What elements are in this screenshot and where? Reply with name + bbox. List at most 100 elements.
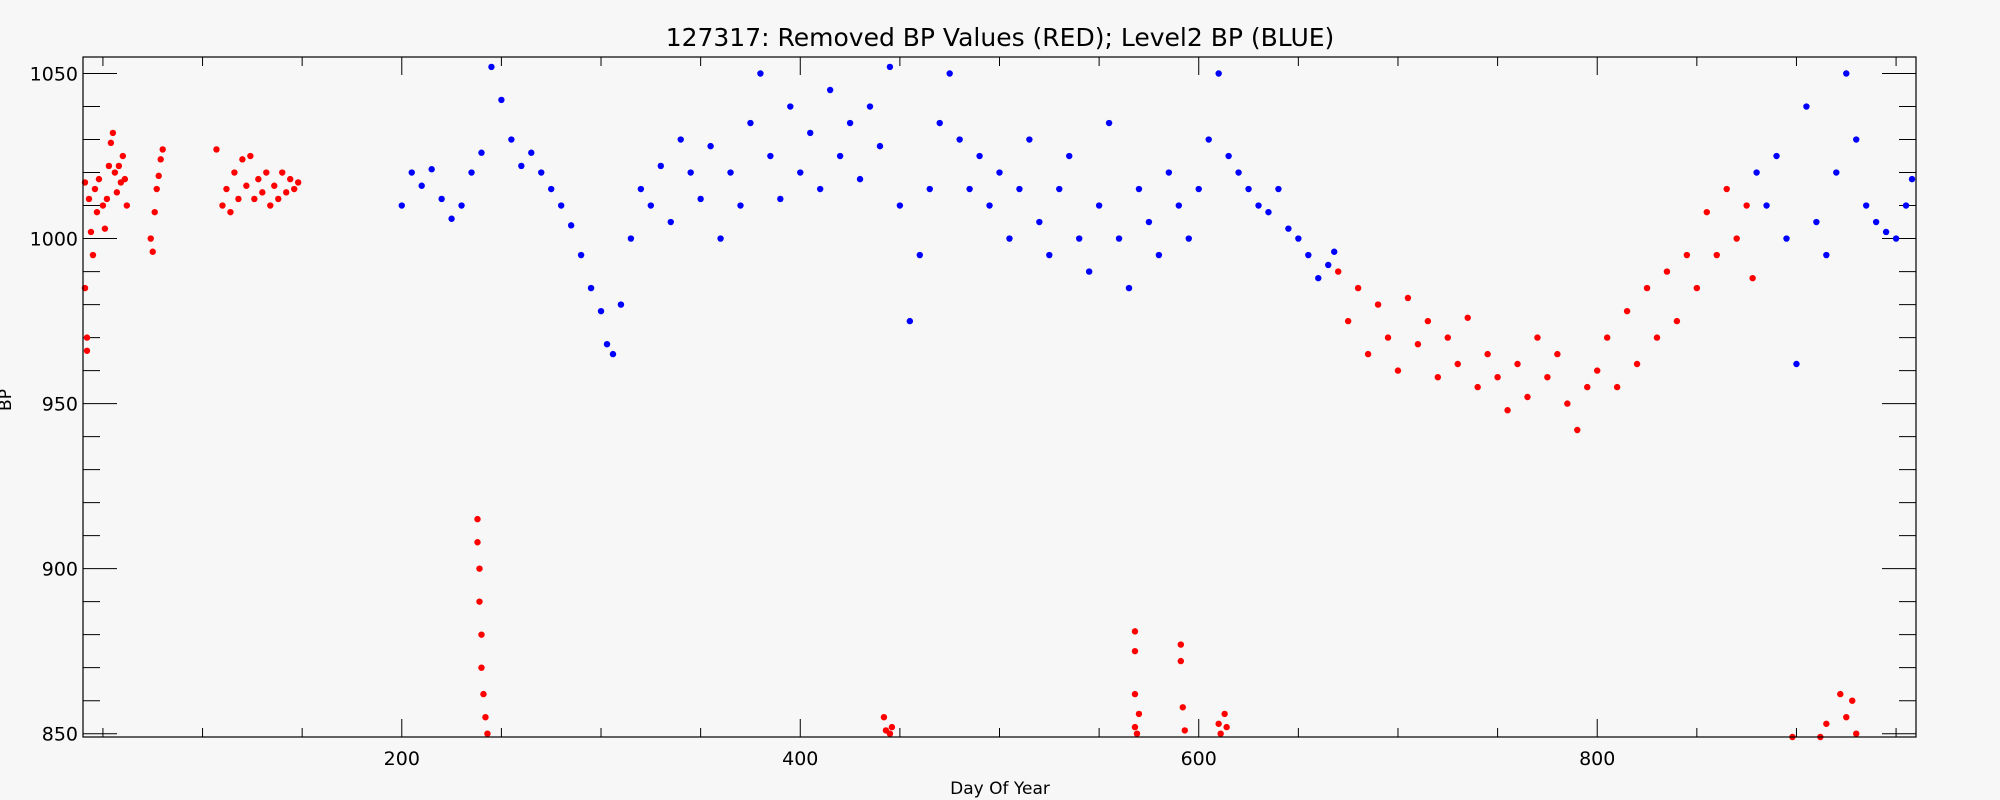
removed-bp-point <box>886 730 894 737</box>
level2-bp-point <box>1862 202 1870 209</box>
removed-bp-point <box>1434 373 1442 381</box>
level2-bp-point <box>1843 70 1850 77</box>
level2-bp-point <box>926 185 933 193</box>
y-tick-label: 850 <box>42 724 78 746</box>
removed-bp-point <box>1354 284 1362 292</box>
level2-bp-point <box>1036 218 1043 226</box>
level2-bp-point <box>1853 136 1860 143</box>
level2-bp-point <box>697 195 704 203</box>
level2-bp-point <box>1056 185 1063 193</box>
level2-bp-point <box>1155 251 1163 259</box>
level2-bp-point <box>1195 185 1202 193</box>
removed-bp-point <box>113 189 121 196</box>
removed-bp-point <box>1524 393 1531 401</box>
level2-bp-point <box>896 202 904 209</box>
removed-bp-point <box>123 202 131 209</box>
removed-bp-point <box>1544 373 1551 381</box>
removed-bp-point <box>1454 360 1461 368</box>
removed-bp-point <box>1133 730 1141 737</box>
level2-bp-point <box>647 202 655 209</box>
removed-bp-point <box>484 730 491 737</box>
x-tick-label: 800 <box>1579 748 1615 770</box>
level2-bp-point <box>398 202 405 209</box>
x-tick-label: 400 <box>782 748 818 770</box>
level2-bp-point <box>1215 70 1222 77</box>
level2-bp-point <box>1245 185 1252 193</box>
level2-bp-point <box>1006 235 1013 242</box>
removed-bp-point <box>1633 360 1641 368</box>
removed-bp-point <box>1743 202 1750 209</box>
level2-bp-point <box>508 136 515 143</box>
removed-bp-point <box>1404 294 1412 302</box>
removed-bp-point <box>880 713 888 721</box>
level2-bp-point <box>1773 152 1780 160</box>
removed-bp-point <box>1131 690 1139 698</box>
removed-bp-point <box>251 195 258 203</box>
level2-bp-point <box>1882 228 1890 236</box>
level2-bp-point <box>1265 208 1272 216</box>
level2-bp-point <box>1095 202 1103 209</box>
removed-bp-point <box>1474 383 1481 391</box>
y-tick-label: 900 <box>42 559 78 581</box>
level2-bp-point <box>767 152 774 160</box>
removed-bp-point <box>1414 340 1422 348</box>
removed-bp-point <box>1564 400 1571 407</box>
level2-bp-point <box>876 142 884 150</box>
level2-bp-point <box>1185 235 1192 242</box>
level2-bp-point <box>1295 235 1302 242</box>
removed-bp-point <box>1663 268 1671 275</box>
removed-bp-point <box>1849 697 1856 704</box>
plot-frame <box>82 56 1917 738</box>
level2-bp-point <box>1145 218 1153 226</box>
level2-bp-point <box>418 182 425 189</box>
level2-bp-point <box>787 103 794 110</box>
removed-bp-point <box>1603 334 1611 341</box>
level2-bp-point <box>657 162 664 170</box>
removed-bp-point <box>101 225 109 232</box>
removed-bp-point <box>478 664 485 671</box>
level2-bp-point <box>428 166 435 173</box>
level2-bp-point <box>637 185 645 193</box>
level2-bp-point <box>807 129 814 137</box>
removed-bp-point <box>476 598 483 605</box>
removed-bp-point <box>151 208 158 216</box>
level2-bp-point <box>717 235 724 242</box>
axis-ticks: 200 400 600 800 850 900 950 1000 1050 <box>30 57 1916 770</box>
level2-bp-point <box>1046 251 1053 259</box>
level2-bp-point <box>1305 251 1312 259</box>
removed-bp-point <box>1693 284 1701 292</box>
level2-bp-point <box>557 202 565 209</box>
y-tick-label: 1000 <box>30 229 78 251</box>
level2-bp-point <box>577 251 585 259</box>
level2-bp-point <box>986 202 993 209</box>
removed-bp-point <box>1823 720 1830 727</box>
level2-bp-point <box>747 119 754 127</box>
removed-bp-point <box>1374 301 1382 308</box>
level2-bp-point <box>1205 136 1212 143</box>
removed-bp-point <box>474 515 481 523</box>
removed-bp-point <box>1215 720 1222 727</box>
removed-bp-point <box>109 129 117 137</box>
removed-bp-point <box>93 208 101 216</box>
removed-bp-point <box>267 202 274 209</box>
level2-bp-point <box>916 251 924 259</box>
level2-bp-point <box>677 136 684 143</box>
removed-bp-point <box>1131 628 1139 635</box>
removed-bp-point <box>85 195 93 203</box>
level2-bp-point <box>1763 202 1770 209</box>
level2-bp-point <box>1783 235 1790 242</box>
level2-bp-point <box>836 152 844 160</box>
removed-bp-point <box>247 152 254 160</box>
data-points <box>81 63 1916 741</box>
removed-bp-point <box>1623 307 1631 315</box>
level2-bp-point <box>458 202 465 209</box>
level2-bp-point <box>528 149 535 156</box>
level2-bp-point <box>1165 169 1173 176</box>
level2-bp-point <box>1235 169 1242 176</box>
level2-bp-point <box>538 169 545 176</box>
removed-bp-point <box>1131 723 1139 731</box>
y-axis-label: BP <box>0 389 16 411</box>
y-tick-label: 1050 <box>30 64 78 86</box>
removed-bp-point <box>89 251 97 259</box>
